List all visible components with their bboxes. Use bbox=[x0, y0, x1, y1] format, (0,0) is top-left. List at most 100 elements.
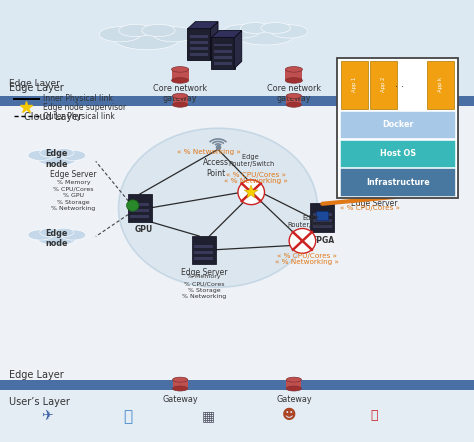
Bar bbox=[190, 53, 208, 56]
Polygon shape bbox=[234, 30, 242, 69]
Ellipse shape bbox=[54, 149, 74, 157]
Ellipse shape bbox=[118, 128, 318, 287]
Text: Edge 
Router/Switch: Edge Router/Switch bbox=[228, 154, 274, 167]
Bar bbox=[190, 35, 208, 38]
Ellipse shape bbox=[28, 150, 53, 160]
Text: « % CPU/Cores »: « % CPU/Cores » bbox=[277, 253, 337, 259]
FancyBboxPatch shape bbox=[337, 58, 458, 198]
Text: Infrastructure: Infrastructure bbox=[366, 178, 429, 187]
Ellipse shape bbox=[115, 30, 179, 50]
Bar bbox=[0, 380, 474, 390]
FancyBboxPatch shape bbox=[316, 211, 328, 220]
Text: ✈: ✈ bbox=[42, 408, 53, 423]
Text: « % Networking »: « % Networking » bbox=[177, 149, 240, 155]
Ellipse shape bbox=[285, 78, 302, 83]
Text: « % CPU/Cores »: « % CPU/Cores » bbox=[340, 205, 400, 211]
Ellipse shape bbox=[61, 150, 86, 160]
Text: Edge Server: Edge Server bbox=[181, 268, 227, 277]
Bar bbox=[190, 47, 208, 50]
Ellipse shape bbox=[172, 67, 189, 72]
Bar bbox=[173, 380, 188, 389]
Ellipse shape bbox=[173, 93, 188, 99]
Circle shape bbox=[238, 180, 264, 205]
Text: % Memory
% CPU/Cores
% GPU
% Storage
% Networking: % Memory % CPU/Cores % GPU % Storage % N… bbox=[51, 180, 96, 211]
Text: « % Networking »: « % Networking » bbox=[224, 178, 288, 184]
Text: Outer Physical link: Outer Physical link bbox=[43, 112, 114, 121]
Text: App 1: App 1 bbox=[352, 76, 357, 92]
Ellipse shape bbox=[286, 377, 301, 382]
Text: User’s Layer: User’s Layer bbox=[9, 397, 70, 407]
Ellipse shape bbox=[54, 228, 74, 236]
Text: Edge Server: Edge Server bbox=[351, 199, 397, 208]
Text: 〰: 〰 bbox=[123, 409, 133, 424]
Text: 🚗: 🚗 bbox=[371, 409, 378, 422]
Ellipse shape bbox=[28, 230, 53, 240]
Ellipse shape bbox=[61, 230, 86, 240]
Bar bbox=[214, 62, 232, 65]
Text: GPU: GPU bbox=[135, 225, 153, 234]
Text: Edge Layer: Edge Layer bbox=[9, 370, 64, 380]
FancyBboxPatch shape bbox=[341, 61, 368, 110]
Ellipse shape bbox=[153, 27, 195, 42]
Bar bbox=[214, 56, 232, 59]
Text: ☻: ☻ bbox=[282, 408, 296, 423]
Text: Access
Point: Access Point bbox=[203, 158, 228, 178]
Text: « % CPU/Cores »: « % CPU/Cores » bbox=[226, 172, 286, 179]
Ellipse shape bbox=[286, 93, 301, 99]
Circle shape bbox=[127, 200, 139, 211]
Ellipse shape bbox=[40, 228, 60, 236]
Ellipse shape bbox=[173, 102, 188, 107]
Text: Edge Server: Edge Server bbox=[50, 170, 97, 179]
Text: « % Networking »: « % Networking » bbox=[275, 259, 339, 265]
Bar bbox=[313, 219, 332, 222]
Bar bbox=[130, 215, 149, 218]
Bar bbox=[173, 96, 188, 105]
Bar bbox=[194, 251, 213, 254]
Ellipse shape bbox=[173, 377, 188, 382]
Bar bbox=[130, 203, 149, 206]
Text: Edge Layer: Edge Layer bbox=[9, 84, 64, 93]
Ellipse shape bbox=[37, 152, 76, 166]
FancyBboxPatch shape bbox=[427, 61, 454, 110]
Text: Inner Physical link: Inner Physical link bbox=[43, 94, 112, 103]
Ellipse shape bbox=[271, 25, 308, 38]
Bar bbox=[286, 96, 301, 105]
Bar bbox=[130, 209, 149, 212]
Ellipse shape bbox=[173, 386, 188, 391]
FancyBboxPatch shape bbox=[310, 203, 334, 232]
Bar bbox=[214, 50, 232, 53]
Bar bbox=[313, 213, 332, 216]
Text: Edge Layer: Edge Layer bbox=[9, 80, 60, 88]
Text: Core network
gateway: Core network gateway bbox=[267, 84, 321, 103]
Ellipse shape bbox=[286, 386, 301, 391]
Text: App k: App k bbox=[438, 76, 443, 91]
Ellipse shape bbox=[172, 78, 189, 83]
Text: Cloud Layer: Cloud Layer bbox=[24, 112, 82, 122]
Bar bbox=[214, 44, 232, 46]
FancyBboxPatch shape bbox=[187, 28, 211, 60]
Ellipse shape bbox=[223, 25, 260, 38]
Bar bbox=[286, 380, 301, 389]
Polygon shape bbox=[211, 30, 242, 38]
Circle shape bbox=[289, 229, 316, 253]
FancyBboxPatch shape bbox=[340, 140, 455, 167]
Bar bbox=[190, 41, 208, 44]
Bar bbox=[0, 390, 474, 442]
FancyBboxPatch shape bbox=[340, 111, 455, 138]
Text: FPGA: FPGA bbox=[311, 236, 334, 245]
Ellipse shape bbox=[99, 27, 141, 42]
Text: Core network
gateway: Core network gateway bbox=[153, 84, 207, 103]
Text: . .: . . bbox=[395, 79, 405, 89]
Text: Gateway: Gateway bbox=[162, 395, 198, 404]
Ellipse shape bbox=[119, 24, 152, 37]
Bar bbox=[285, 69, 302, 80]
Ellipse shape bbox=[240, 23, 270, 34]
FancyBboxPatch shape bbox=[128, 194, 152, 222]
Ellipse shape bbox=[285, 67, 302, 72]
FancyBboxPatch shape bbox=[211, 37, 235, 69]
Bar bbox=[0, 106, 474, 380]
Bar bbox=[194, 245, 213, 248]
Text: Docker: Docker bbox=[382, 120, 413, 129]
Polygon shape bbox=[188, 22, 218, 29]
Ellipse shape bbox=[142, 24, 175, 37]
